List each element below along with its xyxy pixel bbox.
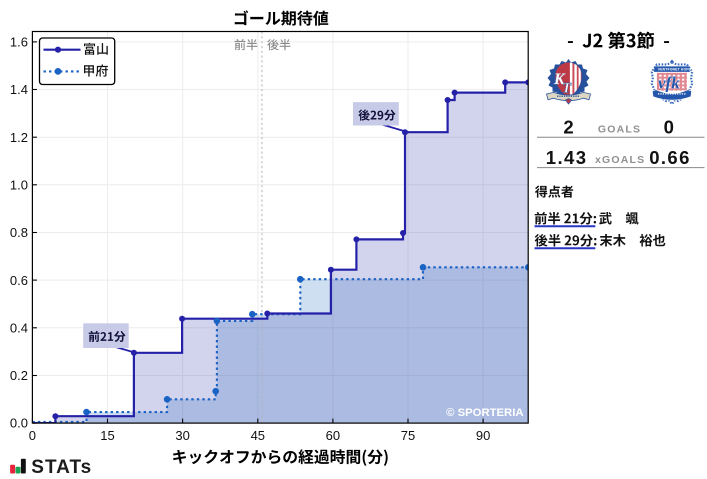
svg-text:90: 90 <box>476 428 490 443</box>
svg-text:75: 75 <box>401 428 415 443</box>
svg-text:xGOALS: xGOALS <box>595 154 645 166</box>
svg-text:1.4: 1.4 <box>10 82 28 97</box>
svg-text:1.6: 1.6 <box>10 35 28 50</box>
svg-text:2: 2 <box>563 117 573 138</box>
svg-text:1.0: 1.0 <box>10 177 28 192</box>
svg-text:T: T <box>562 81 572 97</box>
svg-text:GOALS: GOALS <box>598 124 641 136</box>
svg-text:15: 15 <box>100 428 114 443</box>
svg-text:0.8: 0.8 <box>10 225 28 240</box>
svg-text:VENTFORET KOFU: VENTFORET KOFU <box>658 68 692 72</box>
svg-text:30: 30 <box>175 428 189 443</box>
svg-text:45: 45 <box>251 428 265 443</box>
svg-text:vfk: vfk <box>658 74 680 93</box>
svg-text:1.43: 1.43 <box>546 147 588 168</box>
svg-text:60: 60 <box>326 428 340 443</box>
svg-text:0.6: 0.6 <box>10 273 28 288</box>
svg-text:0.0: 0.0 <box>10 416 28 431</box>
svg-text:0: 0 <box>664 117 674 138</box>
svg-text:© SPORTERIA: © SPORTERIA <box>446 407 523 419</box>
svg-text:0.4: 0.4 <box>10 320 28 335</box>
svg-text:1.2: 1.2 <box>10 130 28 145</box>
svg-text:0.2: 0.2 <box>10 368 28 383</box>
svg-text:0.66: 0.66 <box>649 147 691 168</box>
svg-text:K: K <box>553 71 566 88</box>
svg-text:0: 0 <box>29 428 36 443</box>
svg-text:STATs: STATs <box>31 457 92 478</box>
